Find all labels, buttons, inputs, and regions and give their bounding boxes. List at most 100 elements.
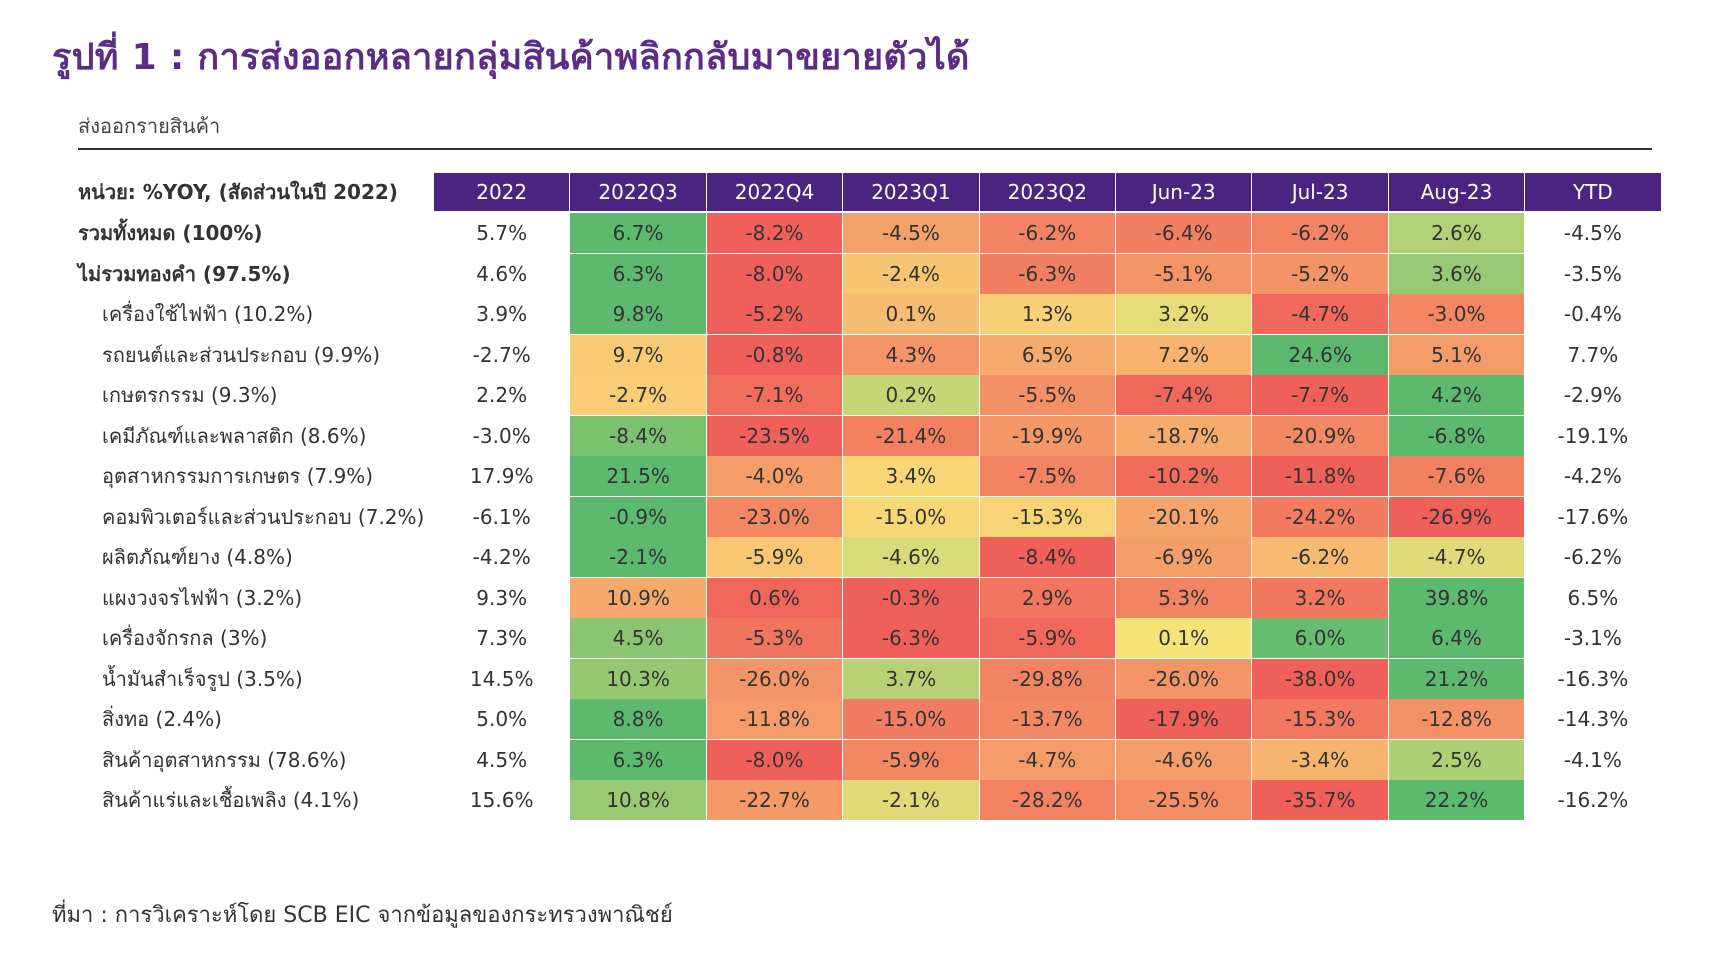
heatmap-cell: -26.9% bbox=[1388, 496, 1525, 537]
heatmap-cell: 3.2% bbox=[1252, 577, 1388, 618]
divider-line bbox=[78, 148, 1652, 150]
heatmap-cell: -15.3% bbox=[979, 496, 1115, 537]
column-header-2022q4: 2022Q4 bbox=[706, 173, 843, 211]
heatmap-cell: 17.9% bbox=[469, 464, 534, 488]
heatmap-cell: -18.7% bbox=[1116, 415, 1252, 456]
heatmap-cell: 4.2% bbox=[1388, 375, 1525, 415]
column-header-2022q3: 2022Q3 bbox=[570, 173, 706, 211]
heatmap-cell: -21.4% bbox=[843, 415, 979, 456]
heatmap-cell: -4.1% bbox=[1563, 747, 1622, 772]
heatmap-cell: -11.8% bbox=[1252, 456, 1388, 496]
heatmap-cell: 10.3% bbox=[570, 658, 706, 699]
row-label: อุตสาหกรรมการเกษตร (7.9%) bbox=[102, 464, 374, 488]
heatmap-cell: 4.6% bbox=[476, 261, 528, 286]
heatmap-cell: -7.7% bbox=[1252, 375, 1388, 415]
heatmap-cell: 5.7% bbox=[476, 221, 528, 245]
heatmap-cell: -7.6% bbox=[1388, 456, 1525, 496]
heatmap-cell: -6.2% bbox=[1252, 213, 1388, 253]
heatmap-cell: -6.2% bbox=[1563, 545, 1622, 569]
heatmap-cell: -0.8% bbox=[706, 334, 843, 375]
heatmap-cell: -15.0% bbox=[843, 699, 979, 739]
heatmap-cell: -6.4% bbox=[1116, 213, 1252, 253]
heatmap-cell: -16.2% bbox=[1557, 788, 1629, 812]
heatmap-cell: 5.0% bbox=[476, 707, 528, 731]
heatmap-cell: 0.1% bbox=[1116, 618, 1252, 658]
heatmap-cell: -0.9% bbox=[570, 496, 706, 537]
heatmap-cell: -25.5% bbox=[1116, 780, 1252, 820]
heatmap-cell: 3.6% bbox=[1388, 253, 1525, 294]
heatmap-cell: 5.3% bbox=[1116, 577, 1252, 618]
heatmap-cell: 6.5% bbox=[979, 334, 1115, 375]
heatmap-cell: -3.4% bbox=[1252, 739, 1388, 780]
heatmap-cell: -4.2% bbox=[1563, 464, 1622, 488]
heatmap-cell: -38.0% bbox=[1252, 658, 1388, 699]
source-note: ที่มา : การวิเคราะห์โดย SCB EIC จากข้อมู… bbox=[52, 903, 673, 928]
column-header-2022: 2022 bbox=[434, 173, 570, 211]
heatmap-cell: -7.1% bbox=[706, 375, 843, 415]
heatmap-cell: 6.4% bbox=[1388, 618, 1525, 658]
heatmap-cell: -14.3% bbox=[1557, 707, 1629, 731]
unit-label: หน่วย: %YOY, (สัดส่วนในปี 2022) bbox=[78, 180, 398, 204]
heatmap-cell: 21.2% bbox=[1388, 658, 1525, 699]
heatmap-cell: 7.2% bbox=[1116, 334, 1252, 375]
heatmap-cell: -11.8% bbox=[706, 699, 843, 739]
heatmap-cell: -23.0% bbox=[706, 496, 843, 537]
heatmap-cell: -15.3% bbox=[1252, 699, 1388, 739]
heatmap-cell: 6.3% bbox=[570, 253, 706, 294]
heatmap-cell: -4.7% bbox=[979, 739, 1115, 780]
heatmap-cell: -5.5% bbox=[979, 375, 1115, 415]
heatmap-cell: -24.2% bbox=[1252, 496, 1388, 537]
heatmap-cell: 21.5% bbox=[570, 456, 706, 496]
heatmap-cell: -19.1% bbox=[1557, 423, 1629, 448]
heatmap-cell: 6.3% bbox=[570, 739, 706, 780]
heatmap-cell: -20.1% bbox=[1116, 496, 1252, 537]
heatmap-cell: 22.2% bbox=[1388, 780, 1525, 820]
heatmap-cell: -7.5% bbox=[979, 456, 1115, 496]
heatmap-cell: -4.5% bbox=[1563, 221, 1622, 245]
row-label: เกษตรกรรม (9.3%) bbox=[102, 383, 278, 407]
heatmap-cell: -5.9% bbox=[706, 537, 843, 577]
row-label: เครื่องจักรกล (3%) bbox=[102, 626, 268, 650]
heatmap-cell: -4.7% bbox=[1252, 294, 1388, 334]
row-label: คอมพิวเตอร์และส่วนประกอบ (7.2%) bbox=[102, 504, 425, 529]
column-header-aug-23: Aug-23 bbox=[1388, 173, 1525, 211]
heatmap-cell: -6.9% bbox=[1116, 537, 1252, 577]
heatmap-cell: -2.7% bbox=[570, 375, 706, 415]
column-header-2023q2: 2023Q2 bbox=[979, 173, 1115, 211]
heatmap-cell: 0.6% bbox=[706, 577, 843, 618]
heatmap-cell: 6.7% bbox=[570, 213, 706, 253]
heatmap-cell: -7.4% bbox=[1116, 375, 1252, 415]
heatmap-cell: -3.5% bbox=[1563, 261, 1622, 286]
heatmap-cell: -5.9% bbox=[843, 739, 979, 780]
heatmap-cell: -5.2% bbox=[1252, 253, 1388, 294]
heatmap-cell: 2.2% bbox=[476, 383, 528, 407]
heatmap-cell: -2.9% bbox=[1563, 383, 1622, 407]
heatmap-cell: -19.9% bbox=[979, 415, 1115, 456]
row-label: สินค้าแร่และเชื้อเพลิง (4.1%) bbox=[102, 788, 360, 812]
heatmap-cell: -6.8% bbox=[1388, 415, 1525, 456]
heatmap-cell: -5.3% bbox=[706, 618, 843, 658]
heatmap-cell: -3.1% bbox=[1563, 626, 1622, 650]
heatmap-cell: 0.2% bbox=[843, 375, 979, 415]
heatmap-cell: 4.5% bbox=[570, 618, 706, 658]
row-label: เครื่องใช้ไฟฟ้า (10.2%) bbox=[102, 302, 314, 326]
heatmap-cell: -8.0% bbox=[706, 739, 843, 780]
heatmap-cell: -8.4% bbox=[570, 415, 706, 456]
heatmap-cell: -4.7% bbox=[1388, 537, 1525, 577]
heatmap-cell: -26.0% bbox=[706, 658, 843, 699]
row-label: รถยนต์และส่วนประกอบ (9.9%) bbox=[102, 342, 380, 367]
heatmap-cell: -4.6% bbox=[843, 537, 979, 577]
heatmap-cell: -28.2% bbox=[979, 780, 1115, 820]
heatmap-cell: -29.8% bbox=[979, 658, 1115, 699]
heatmap-cell: -4.0% bbox=[706, 456, 843, 496]
heatmap-cell: 15.6% bbox=[469, 788, 534, 812]
heatmap-cell: -22.7% bbox=[706, 780, 843, 820]
heatmap-cell: 6.0% bbox=[1252, 618, 1388, 658]
row-label: ผลิตภัณฑ์ยาง (4.8%) bbox=[102, 545, 293, 569]
heatmap-cell: 9.3% bbox=[476, 585, 528, 610]
heatmap-cell: 10.8% bbox=[570, 780, 706, 820]
heatmap-cell: -10.2% bbox=[1116, 456, 1252, 496]
heatmap-cell: 24.6% bbox=[1252, 334, 1388, 375]
heatmap-cell: 3.7% bbox=[843, 658, 979, 699]
heatmap-cell: 6.5% bbox=[1567, 585, 1619, 610]
